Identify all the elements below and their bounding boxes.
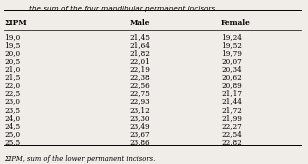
Text: 22,38: 22,38	[130, 73, 150, 81]
Text: 20,5: 20,5	[4, 57, 21, 65]
Text: 22,19: 22,19	[130, 65, 150, 73]
Text: 22,56: 22,56	[130, 82, 150, 89]
Text: 21,5: 21,5	[4, 73, 21, 81]
Text: the sum of the four mandibular permanent incisors.: the sum of the four mandibular permanent…	[29, 6, 217, 12]
Text: 21,45: 21,45	[130, 33, 150, 41]
Text: 22,5: 22,5	[4, 90, 21, 98]
Text: 21,0: 21,0	[4, 65, 21, 73]
Text: Female: Female	[221, 19, 251, 27]
Text: 19,0: 19,0	[4, 33, 21, 41]
Text: 20,0: 20,0	[4, 49, 21, 57]
Text: 23,30: 23,30	[130, 114, 150, 122]
Text: 22,93: 22,93	[130, 98, 150, 106]
Text: 23,5: 23,5	[4, 106, 20, 114]
Text: 20,34: 20,34	[221, 65, 242, 73]
Text: 19,5: 19,5	[4, 41, 21, 49]
Text: 21,99: 21,99	[221, 114, 242, 122]
Text: 20,89: 20,89	[221, 82, 242, 89]
Text: ΣIPM, sum of the lower permanent incisors.: ΣIPM, sum of the lower permanent incisor…	[4, 155, 156, 163]
Text: 23,67: 23,67	[130, 130, 150, 138]
Text: ΣIPM: ΣIPM	[4, 19, 27, 27]
Text: 22,75: 22,75	[130, 90, 150, 98]
Text: 21,64: 21,64	[130, 41, 150, 49]
Text: 25,0: 25,0	[4, 130, 21, 138]
Text: 24,5: 24,5	[4, 122, 21, 130]
Text: 22,01: 22,01	[130, 57, 150, 65]
Text: 23,12: 23,12	[130, 106, 150, 114]
Text: 20,07: 20,07	[221, 57, 242, 65]
Text: Male: Male	[130, 19, 150, 27]
Text: 22,0: 22,0	[4, 82, 21, 89]
Text: 24,0: 24,0	[4, 114, 21, 122]
Text: 21,17: 21,17	[221, 90, 242, 98]
Text: 23,0: 23,0	[4, 98, 20, 106]
Text: 25,5: 25,5	[4, 138, 21, 146]
Text: 20,62: 20,62	[221, 73, 242, 81]
Text: 19,24: 19,24	[221, 33, 242, 41]
Text: 21,82: 21,82	[130, 49, 150, 57]
Text: 22,82: 22,82	[221, 138, 242, 146]
Text: 19,52: 19,52	[221, 41, 242, 49]
Text: 22,54: 22,54	[221, 130, 242, 138]
Text: 21,44: 21,44	[221, 98, 242, 106]
Text: 23,49: 23,49	[130, 122, 150, 130]
Text: 21,72: 21,72	[221, 106, 242, 114]
Text: 19,79: 19,79	[221, 49, 242, 57]
Text: 22,27: 22,27	[221, 122, 242, 130]
Text: 23,86: 23,86	[130, 138, 150, 146]
